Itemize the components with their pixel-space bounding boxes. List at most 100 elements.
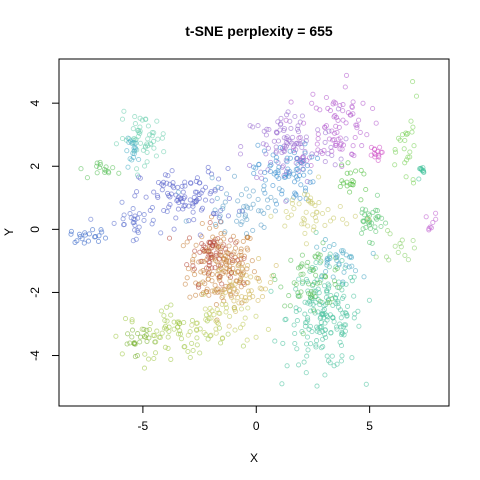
data-point	[159, 135, 165, 141]
data-point	[284, 363, 290, 369]
data-point	[248, 205, 254, 211]
data-point	[318, 314, 324, 320]
data-point	[165, 173, 171, 179]
data-point	[140, 147, 146, 153]
data-point	[176, 194, 182, 200]
data-point	[245, 280, 251, 286]
data-point	[310, 301, 316, 307]
data-point	[222, 246, 229, 252]
data-point	[311, 288, 317, 294]
data-point	[365, 215, 371, 221]
data-point	[168, 312, 174, 318]
data-point	[132, 114, 138, 120]
data-point	[411, 245, 417, 251]
data-point	[310, 91, 316, 97]
data-point	[182, 179, 188, 185]
data-point	[217, 289, 223, 295]
data-point	[105, 169, 111, 175]
data-point	[146, 356, 152, 362]
data-point	[194, 320, 200, 326]
data-point	[99, 229, 105, 235]
data-point	[324, 262, 330, 268]
data-point	[261, 148, 267, 154]
data-point	[212, 282, 218, 288]
data-point	[186, 218, 192, 224]
data-point	[367, 225, 374, 232]
data-point	[399, 132, 406, 138]
data-point	[303, 276, 309, 282]
data-point	[256, 256, 262, 262]
data-point	[303, 209, 309, 215]
data-point	[317, 298, 323, 304]
data-point	[198, 280, 204, 286]
data-point	[130, 140, 136, 146]
data-point	[245, 288, 252, 294]
data-point	[344, 170, 350, 176]
data-point	[350, 182, 356, 188]
data-point	[318, 258, 324, 264]
data-point	[251, 269, 257, 275]
data-point	[184, 262, 190, 268]
data-point	[339, 282, 345, 288]
data-point	[141, 217, 147, 223]
data-point	[378, 223, 384, 230]
data-point	[376, 152, 382, 158]
data-point	[92, 234, 99, 240]
data-point	[363, 207, 369, 213]
data-point	[267, 163, 273, 169]
data-point	[324, 288, 330, 294]
data-point	[349, 355, 355, 361]
data-point	[208, 315, 214, 321]
data-point	[134, 166, 140, 172]
data-point	[165, 334, 171, 340]
data-point	[343, 120, 349, 126]
data-point	[207, 191, 213, 197]
data-point	[331, 241, 337, 248]
data-point	[90, 227, 96, 233]
data-point	[136, 211, 142, 217]
data-point	[302, 188, 308, 194]
data-point	[232, 306, 238, 312]
data-point	[220, 206, 226, 212]
data-point	[226, 284, 232, 290]
data-point	[168, 356, 174, 362]
data-point	[283, 208, 289, 215]
data-point	[220, 270, 226, 276]
data-point	[143, 116, 149, 122]
data-point	[254, 275, 260, 281]
data-point	[166, 328, 172, 334]
data-point	[194, 335, 200, 341]
data-point	[227, 313, 233, 319]
data-point	[122, 316, 129, 322]
data-point	[97, 159, 103, 165]
data-point	[246, 193, 252, 199]
data-point	[426, 227, 432, 233]
data-point	[221, 236, 227, 242]
data-point	[328, 292, 334, 299]
data-point	[313, 259, 319, 266]
data-point	[290, 134, 296, 140]
data-point	[268, 194, 274, 200]
data-point	[192, 199, 198, 205]
data-point	[182, 344, 188, 350]
data-point	[203, 312, 209, 318]
data-point	[334, 129, 340, 135]
data-point	[340, 108, 346, 114]
data-point	[279, 381, 285, 387]
data-point	[255, 123, 261, 129]
data-point	[347, 189, 353, 195]
data-point	[119, 116, 126, 122]
data-point	[292, 330, 298, 337]
data-point	[267, 168, 273, 175]
data-point	[82, 230, 88, 236]
data-point	[300, 279, 306, 285]
data-point	[370, 105, 376, 112]
data-point	[257, 285, 263, 291]
data-point	[295, 129, 302, 135]
data-point	[303, 241, 309, 247]
data-point	[313, 342, 319, 348]
data-point	[84, 175, 90, 181]
data-point	[136, 224, 142, 230]
data-point	[271, 272, 277, 278]
data-point	[243, 298, 249, 304]
